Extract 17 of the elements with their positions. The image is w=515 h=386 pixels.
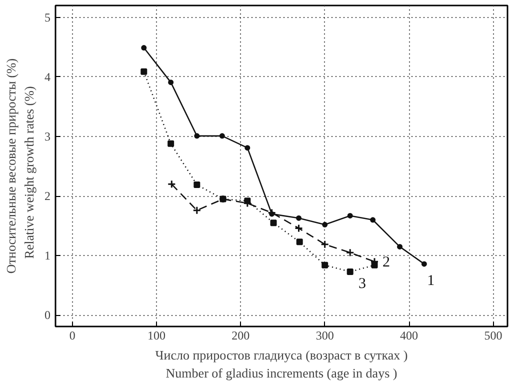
x-axis-title: Число приростов гладиуса (возраст в сутках ) Number of gladius increments (age in days ) — [155, 348, 408, 380]
x-tick-label: 500 — [484, 328, 502, 342]
y-tick-label: 4 — [44, 70, 50, 84]
y-axis-title: Относительные весовые приросты (%) Relative weight growth rates (%) — [4, 58, 36, 274]
x-tick-label: 0 — [69, 328, 76, 342]
series-label: 1 — [427, 272, 435, 289]
y-tick-label: 0 — [44, 308, 50, 322]
series-label: 2 — [382, 254, 390, 271]
y-tick-label: 1 — [44, 248, 50, 263]
x-tick-label: 100 — [148, 328, 166, 342]
series-label: 3 — [358, 276, 366, 292]
x-tick-label: 400 — [400, 328, 418, 342]
y-tick-label: 2 — [44, 189, 50, 204]
y-tick-label: 3 — [44, 130, 50, 144]
y-tick-label: 5 — [44, 10, 50, 24]
x-tick-label: 300 — [316, 328, 334, 342]
x-tick-label: 200 — [232, 328, 250, 342]
